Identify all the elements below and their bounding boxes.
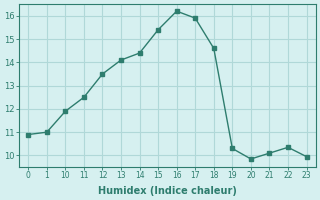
- X-axis label: Humidex (Indice chaleur): Humidex (Indice chaleur): [98, 186, 237, 196]
